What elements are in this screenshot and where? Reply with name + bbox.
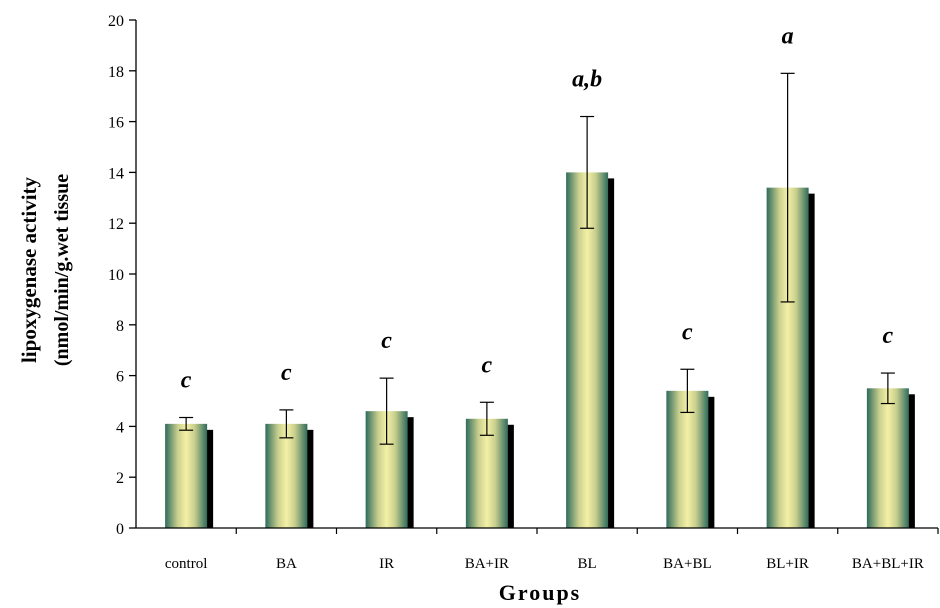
significance-label: c [381, 328, 392, 354]
x-category-label: BA+BL+IR [852, 556, 924, 572]
y-tick-label: 10 [108, 267, 124, 284]
y-axis-title-line2: (nmol/min/g.wet tissue [51, 174, 73, 366]
significance-label: c [682, 319, 693, 345]
significance-label: c [281, 360, 292, 386]
error-bars-layer [179, 72, 895, 445]
bar-BL [566, 172, 609, 528]
x-category-label: control [165, 556, 208, 572]
y-axis-title-line1: lipoxygenase activity [17, 176, 41, 363]
y-tick-label: 20 [108, 13, 124, 30]
x-category-label: BA+IR [465, 556, 509, 572]
significance-label: a [782, 23, 794, 49]
y-tick-label: 6 [116, 369, 124, 386]
x-category-label: BA [276, 556, 297, 572]
y-ticks-layer: 0 2 4 6 8 10 12 14 16 18 20 [108, 13, 136, 538]
bar-BA+IR [465, 418, 508, 528]
significance-label: a,b [572, 67, 602, 93]
y-tick-label: 8 [116, 318, 124, 335]
y-tick-label: 2 [116, 470, 124, 487]
y-tick-label: 12 [108, 216, 124, 233]
significance-label: c [482, 352, 493, 378]
bar-control [165, 423, 208, 528]
y-tick-label: 4 [116, 419, 124, 436]
x-axis-title: Groups [499, 580, 582, 605]
significance-label: c [181, 368, 192, 394]
y-tick-label: 18 [108, 64, 124, 81]
bar-BA+BL+IR [866, 388, 909, 528]
significance-label: c [883, 323, 894, 349]
x-category-label: BA+BL [663, 556, 711, 572]
y-axis-title: lipoxygenase activity (nmol/min/g.wet ti… [17, 174, 73, 366]
bars-layer [165, 172, 915, 528]
bar-BA+BL [666, 390, 709, 528]
significance-labels-layer: c c c c a,b c a c [181, 23, 894, 393]
y-tick-label: 16 [108, 115, 124, 132]
y-tick-label: 14 [108, 165, 124, 182]
x-category-label: BL [578, 556, 597, 572]
bar-BA [265, 423, 308, 528]
x-category-label: IR [379, 556, 394, 572]
y-tick-label: 0 [116, 521, 124, 538]
x-category-label: BL+IR [766, 556, 809, 572]
x-category-labels-layer: control BA IR BA+IR BL BA+BL BL+IR BA+BL+IR [165, 528, 939, 572]
